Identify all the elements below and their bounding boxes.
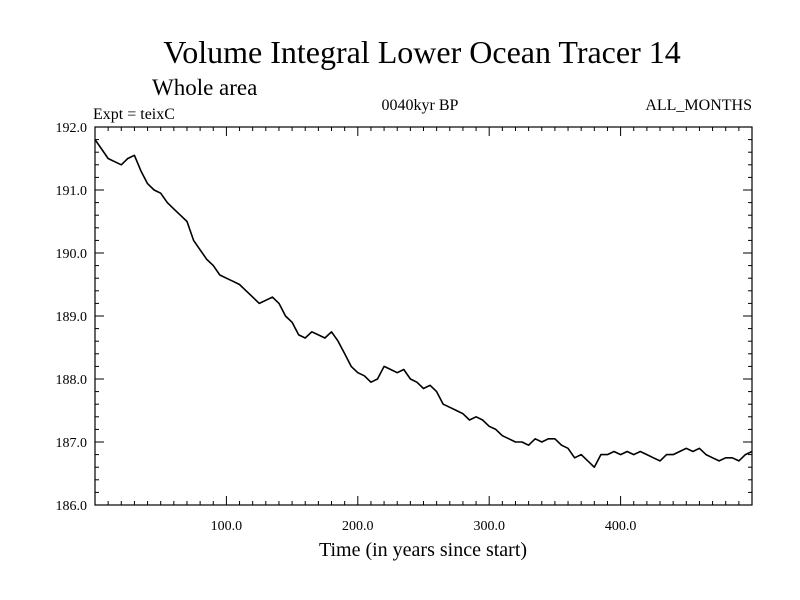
y-tick-label: 188.0 xyxy=(56,373,88,388)
experiment-label: Expt = teixC xyxy=(93,106,175,123)
y-tick-label: 190.0 xyxy=(56,247,88,262)
x-axis: 100.0 200.0 300.0 400.0 xyxy=(107,127,740,534)
x-axis-label: Time (in years since start) xyxy=(319,539,527,561)
x-tick-label: 400.0 xyxy=(605,519,637,534)
y-tick-label: 189.0 xyxy=(56,310,88,325)
y-tick-label: 187.0 xyxy=(56,436,88,451)
x-tick-label: 100.0 xyxy=(211,519,243,534)
y-axis: 186.0 187.0 188.0 189.0 190.0 191.0 192.0 xyxy=(56,121,752,514)
series-line xyxy=(94,139,753,468)
chart-title: Volume Integral Lower Ocean Tracer 14 xyxy=(163,34,680,70)
months-label: ALL_MONTHS xyxy=(645,97,752,114)
y-tick-label: 191.0 xyxy=(56,184,88,199)
chart-subtitle: Whole area xyxy=(152,75,257,100)
y-tick-label: 186.0 xyxy=(56,499,88,514)
x-tick-label: 200.0 xyxy=(342,519,374,534)
plot-frame xyxy=(94,126,753,506)
period-label: 0040kyr BP xyxy=(382,97,459,114)
y-tick-label: 192.0 xyxy=(56,121,88,136)
x-tick-label: 300.0 xyxy=(473,519,505,534)
